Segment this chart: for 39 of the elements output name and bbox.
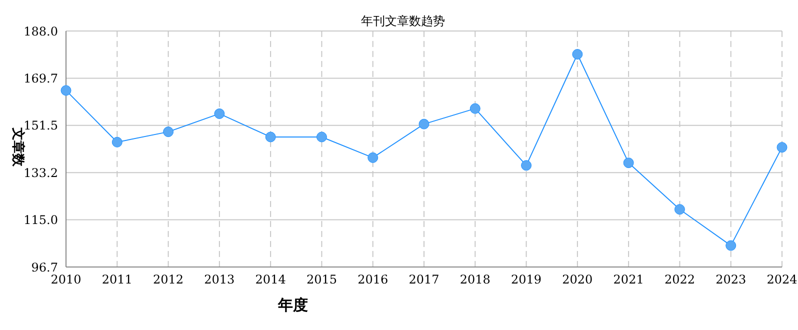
x-tick-label: 2017 [408, 272, 440, 287]
y-tick-label: 169.7 [24, 72, 58, 86]
point [776, 142, 788, 153]
point [674, 204, 685, 215]
chart-title: 年刊文章数趋势 [361, 14, 445, 28]
x-tick-label: 2010 [50, 272, 82, 287]
x-tick-label: 2021 [613, 272, 644, 287]
point [316, 132, 327, 142]
x-tick-label: 2011 [102, 272, 132, 287]
point [572, 49, 583, 60]
point [214, 108, 225, 119]
x-tick-label: 2013 [204, 272, 235, 287]
y-tick-label: 115.0 [24, 212, 58, 227]
point [470, 103, 480, 114]
x-axis-title: 年度 [278, 296, 308, 315]
x-tick-label: 2020 [562, 272, 593, 287]
point [418, 118, 430, 130]
point [726, 240, 736, 251]
x-tick-label: 2012 [153, 272, 184, 287]
x-tick-label: 2023 [716, 272, 746, 287]
y-tick-label: 96.7 [31, 260, 58, 274]
point [521, 160, 532, 171]
point [265, 132, 276, 142]
x-tick-label: 2014 [255, 272, 286, 287]
y-tick-label: 151.5 [24, 118, 58, 133]
point [368, 152, 378, 163]
point [60, 85, 72, 96]
y-axis-title: 文章数 [9, 128, 26, 168]
point [112, 136, 122, 148]
point [623, 158, 634, 168]
x-tick-label: 2015 [306, 272, 337, 287]
x-tick-label: 2019 [511, 272, 542, 287]
x-tick-label: 2016 [358, 272, 388, 287]
x-tick-label: 2018 [460, 272, 490, 287]
y-tick-label: 188.0 [24, 24, 58, 38]
x-tick-label: 2022 [664, 272, 695, 287]
x-tick-label: 2024 [766, 272, 798, 287]
point [163, 126, 174, 138]
y-tick-label: 133.2 [24, 166, 58, 180]
